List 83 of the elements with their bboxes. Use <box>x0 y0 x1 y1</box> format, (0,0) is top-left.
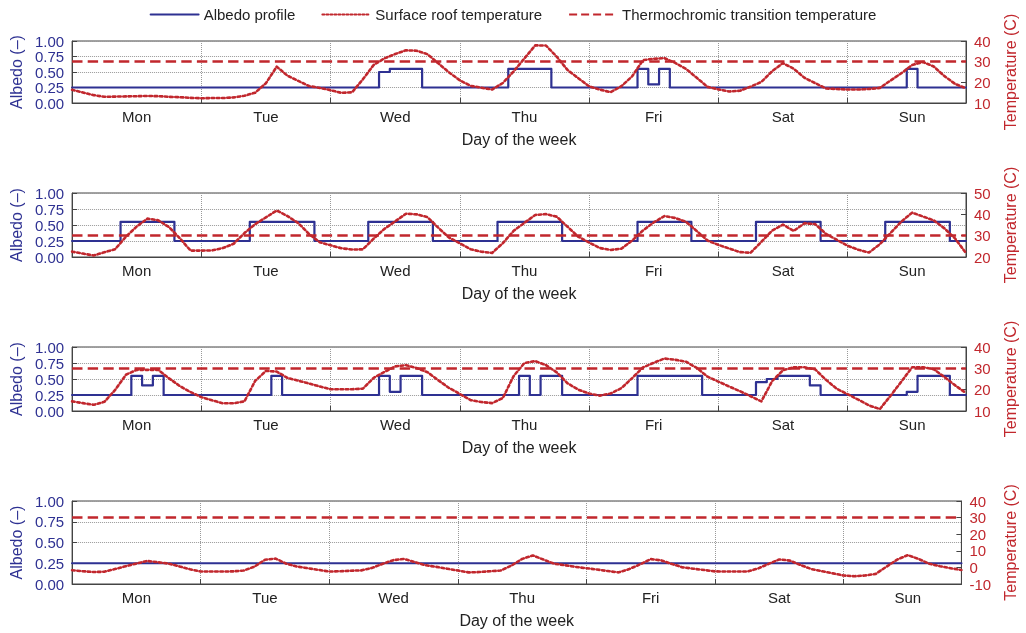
y2-tick-label: -10 <box>969 575 992 593</box>
x-tick-label: Tue <box>253 416 279 433</box>
x-tick-label: Fri <box>644 262 663 279</box>
y-tick-label: 0.00 <box>34 402 65 420</box>
y-tick-label: 0.25 <box>34 79 65 96</box>
y2-tick-label: 20 <box>969 525 987 543</box>
x-tick-label: Thu <box>511 262 538 279</box>
x-tick-label: Wed <box>379 262 411 279</box>
y-tick-label: 0.50 <box>34 216 65 234</box>
x-tick-label: Mon <box>122 416 152 433</box>
y2-tick-label: 10 <box>974 402 991 420</box>
x-tick-label: Tue <box>252 589 278 606</box>
y2-tick-label: 40 <box>974 32 991 50</box>
y2-tick-label: 20 <box>974 73 991 91</box>
y-axis-title: Albedo (–) <box>7 342 25 416</box>
y-tick-label: 0.50 <box>34 534 65 551</box>
line-series <box>70 553 963 578</box>
y2-tick-label: 50 <box>974 184 991 202</box>
y-axis-title: Albedo (–) <box>7 505 25 580</box>
y2-axis-title: Temperature (C) <box>1001 484 1019 601</box>
x-tick-label: Tue <box>253 262 279 279</box>
y2-tick-label: 30 <box>974 53 991 71</box>
y2-tick-label: 20 <box>974 248 991 266</box>
y-tick-label: 0.00 <box>34 94 65 112</box>
y2-tick-label: 40 <box>974 205 991 223</box>
y-tick-label: 0.25 <box>34 386 65 404</box>
y-tick-label: 0.75 <box>34 48 65 65</box>
x-tick-label: Fri <box>641 589 660 606</box>
y-tick-label: 1.00 <box>34 492 65 510</box>
x-axis-title: Day of the week <box>461 284 578 302</box>
x-tick-label: Mon <box>122 262 152 279</box>
x-tick-label: Sat <box>771 416 795 433</box>
y2-tick-label: 20 <box>974 381 991 399</box>
y-tick-label: 0.75 <box>34 513 65 531</box>
x-axis-title: Day of the week <box>461 130 578 148</box>
y2-tick-label: 30 <box>974 359 991 377</box>
y-tick-label: 0.50 <box>34 63 65 81</box>
y-tick-label: 0.75 <box>34 200 65 218</box>
y2-tick-label: 10 <box>969 542 987 560</box>
y-tick-label: 0.00 <box>34 575 65 593</box>
y-tick-label: 1.00 <box>34 32 65 50</box>
y2-tick-label: 30 <box>969 509 987 527</box>
x-tick-label: Wed <box>379 108 411 125</box>
x-tick-label: Thu <box>511 108 538 125</box>
x-tick-label: Fri <box>644 416 663 433</box>
x-axis-title: Day of the week <box>459 611 576 629</box>
x-tick-label: Sun <box>898 262 926 279</box>
x-tick-label: Thu <box>509 589 536 606</box>
y-tick-label: 1.00 <box>34 184 65 202</box>
y2-tick-label: 30 <box>974 227 991 245</box>
y-tick-label: 1.00 <box>34 338 65 356</box>
y-tick-label: 0.25 <box>34 554 65 572</box>
x-tick-label: Sun <box>898 416 926 433</box>
x-tick-label: Wed <box>379 416 411 433</box>
x-tick-label: Wed <box>378 589 409 606</box>
y2-axis-title: Temperature (C) <box>1001 166 1019 284</box>
y2-tick-label: 10 <box>974 94 991 112</box>
y-tick-label: 0.75 <box>34 354 65 372</box>
x-tick-label: Mon <box>121 589 151 606</box>
x-tick-label: Fri <box>644 108 663 125</box>
y-tick-label: 0.50 <box>34 370 65 388</box>
y-tick-label: 0.00 <box>34 248 65 266</box>
y-axis-title: Albedo (–) <box>7 188 25 262</box>
x-tick-label: Sat <box>771 262 795 279</box>
x-tick-label: Mon <box>122 108 152 125</box>
x-tick-label: Sat <box>768 589 792 606</box>
x-tick-label: Thu <box>511 416 538 433</box>
x-tick-label: Sun <box>898 108 926 125</box>
legend-label: Surface roof temperature <box>375 6 543 23</box>
x-tick-label: Sun <box>894 589 922 606</box>
x-tick-label: Tue <box>253 108 279 125</box>
y2-axis-title: Temperature (C) <box>1001 13 1019 131</box>
y2-tick-label: 40 <box>974 338 991 356</box>
legend-label: Albedo profile <box>203 6 296 23</box>
y2-axis-title: Temperature (C) <box>1001 320 1019 438</box>
line-series <box>70 44 968 100</box>
x-tick-label: Sat <box>771 108 795 125</box>
y2-tick-label: 0 <box>969 558 978 576</box>
y-tick-label: 0.25 <box>34 232 65 250</box>
y2-tick-label: 40 <box>969 492 987 510</box>
y-axis-title: Albedo (–) <box>7 35 25 109</box>
x-axis-title: Day of the week <box>461 438 578 456</box>
legend-label: Thermochromic transition temperature <box>622 6 877 23</box>
